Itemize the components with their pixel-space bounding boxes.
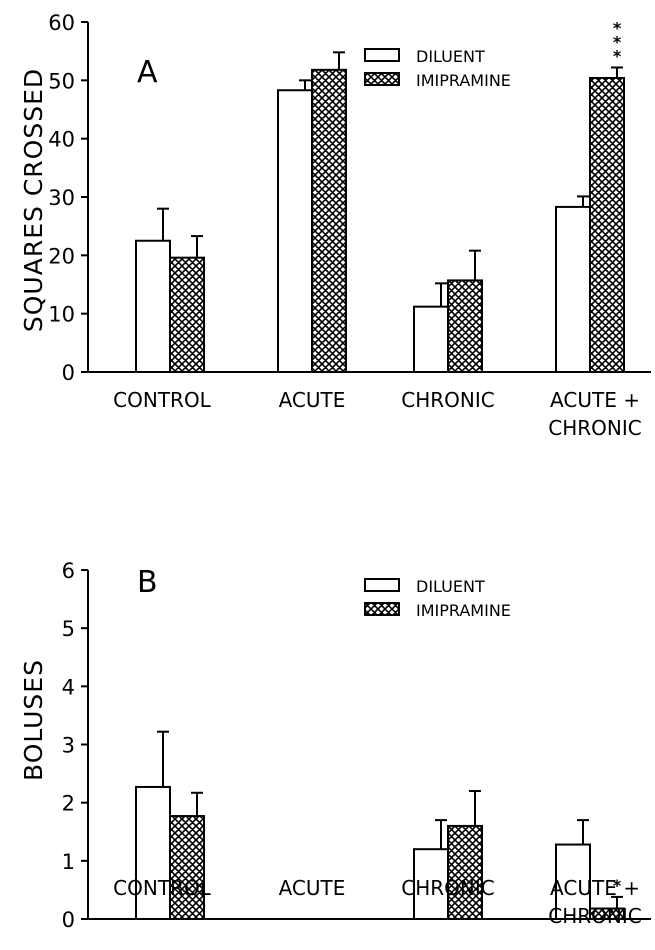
legend-swatch-imipramine [364, 72, 400, 86]
category-label: ACUTE + [550, 876, 640, 900]
bar-diluent [135, 785, 171, 920]
bar-diluent [555, 843, 591, 921]
y-tick-label: 2 [62, 792, 75, 816]
legend-swatch-diluent [364, 48, 400, 62]
legend-swatch-diluent [364, 578, 400, 592]
panel-label: B [137, 565, 158, 600]
legend-label-imipramine: IMIPRAMINE [416, 601, 511, 620]
legend-label-diluent: DILUENT [416, 47, 485, 66]
y-tick-label: 0 [62, 908, 75, 932]
category-label: CHRONIC [548, 904, 641, 928]
category-label: ACUTE + [550, 388, 640, 412]
bar-imipramine [589, 77, 625, 373]
bar-imipramine [169, 815, 205, 920]
plot-area: 0 1 2 3 4 5 6 CONTROL ACUTE CHRONIC ACUTE + CHRONIC… [62, 559, 651, 932]
panel-a-chart: SQUARES CROSSED A DILUENT IMIPRAMINE 0 10… [19, 11, 651, 440]
y-tick-label: 10 [48, 303, 75, 327]
bar-imipramine [169, 256, 205, 373]
y-tick-label: 50 [48, 69, 75, 93]
bar-diluent [277, 89, 313, 373]
y-tick-label: 0 [62, 361, 75, 385]
y-tick-label: 3 [62, 734, 75, 758]
category-label: ACUTE [279, 388, 346, 412]
y-tick-label: 1 [62, 850, 75, 874]
legend: DILUENT IMIPRAMINE [364, 47, 511, 90]
bar-imipramine [311, 68, 347, 373]
y-tick-label: 4 [62, 675, 75, 699]
y-tick-label: 6 [62, 559, 75, 583]
y-tick-label: 20 [48, 244, 75, 268]
bar-diluent [555, 205, 591, 373]
bar-imipramine [589, 907, 625, 921]
y-tick-label: 60 [48, 11, 75, 35]
category-label: ACUTE [279, 876, 346, 900]
y-axis-label: SQUARES CROSSED [19, 68, 48, 332]
legend-label-imipramine: IMIPRAMINE [416, 71, 511, 90]
y-tick-label: 5 [62, 617, 75, 641]
significance-marker: * [613, 47, 622, 66]
legend-swatch-imipramine [364, 602, 400, 616]
legend: DILUENT IMIPRAMINE [364, 577, 511, 620]
significance-marker: * [613, 33, 622, 52]
bar-diluent [413, 848, 449, 921]
legend-label-diluent: DILUENT [416, 577, 485, 596]
plot-area: 0 10 20 30 40 50 60 CONTROL ACUTE CHRONIC ACUTE + C… [48, 11, 651, 440]
category-label: CHRONIC [401, 876, 494, 900]
y-tick-label: 40 [48, 128, 75, 152]
bar-diluent [413, 305, 449, 373]
category-label: CONTROL [113, 876, 212, 900]
significance-marker: * [613, 19, 622, 38]
panel-b-chart: BOLUSES B DILUENT IMIPRAMINE 0 1 2 3 4 5 6 CONT… [19, 559, 651, 932]
significance-marker: * [613, 876, 622, 895]
bar-diluent [135, 239, 171, 373]
bar-imipramine [447, 824, 483, 921]
y-axis-label: BOLUSES [19, 659, 48, 781]
panel-label: A [137, 55, 158, 90]
category-label: CONTROL [113, 388, 212, 412]
category-label: CHRONIC [548, 416, 641, 440]
bar-imipramine [447, 279, 483, 373]
category-label: CHRONIC [401, 388, 494, 412]
y-tick-label: 30 [48, 186, 75, 210]
